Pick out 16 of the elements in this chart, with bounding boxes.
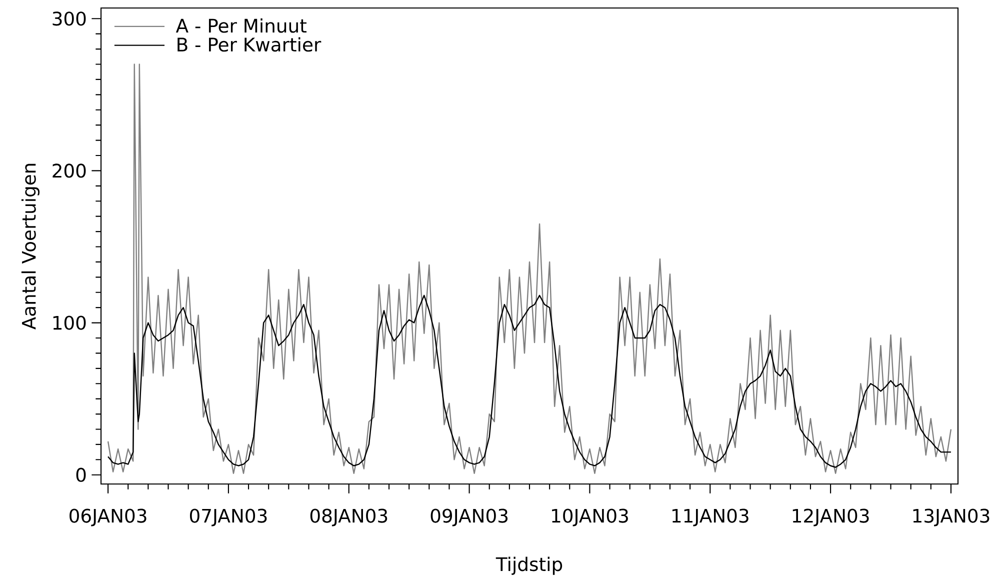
x-tick-label: 11JAN03 xyxy=(672,508,748,526)
legend-label: B - Per Kwartier xyxy=(178,37,322,52)
y-tick-label: 300 xyxy=(52,12,86,26)
x-tick-label: 07JAN03 xyxy=(190,508,267,526)
y-axis-title: Aantal Voertuigen xyxy=(21,164,40,330)
legend-label: A - Per Minuut xyxy=(176,18,306,33)
x-tick-label: 13JAN03 xyxy=(913,508,990,526)
x-tick-label: 08JAN03 xyxy=(310,508,388,526)
x-tick-label: 09JAN03 xyxy=(430,508,508,526)
x-tick-label: 06JAN03 xyxy=(70,508,146,526)
y-tick-label: 200 xyxy=(52,164,86,178)
y-tick-label: 0 xyxy=(76,468,86,482)
x-axis-title: Tijdstip xyxy=(496,556,562,575)
y-tick-label: 100 xyxy=(53,316,86,330)
x-tick-label: 12JAN03 xyxy=(792,508,869,526)
x-tick-label: 10JAN03 xyxy=(552,508,628,526)
